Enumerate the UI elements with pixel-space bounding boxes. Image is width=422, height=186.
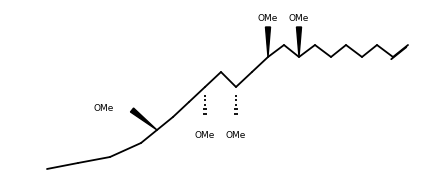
Text: OMe: OMe [94, 103, 114, 113]
Polygon shape [265, 27, 271, 57]
Text: OMe: OMe [195, 132, 215, 140]
Polygon shape [130, 108, 157, 130]
Polygon shape [297, 27, 301, 57]
Text: OMe: OMe [226, 132, 246, 140]
Text: OMe: OMe [258, 14, 278, 23]
Text: OMe: OMe [289, 14, 309, 23]
